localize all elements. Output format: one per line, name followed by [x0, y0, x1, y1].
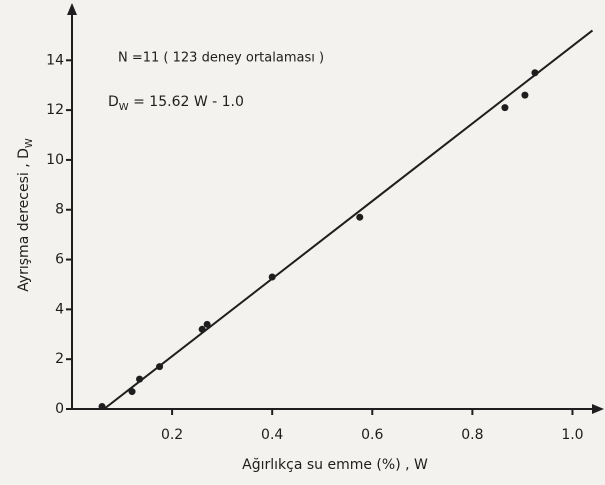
y-tick-label: 12	[46, 102, 64, 118]
point	[128, 388, 136, 396]
point	[136, 375, 144, 383]
point	[156, 363, 164, 371]
y-label-sub: W	[24, 138, 35, 148]
point	[98, 403, 106, 411]
y-axis-label: Ayrışma derecesi , DW	[16, 138, 35, 292]
eq-rhs: = 15.62 W - 1.0	[129, 94, 244, 110]
y-tick-label: 0	[55, 401, 64, 417]
y-tick-label: 4	[55, 301, 64, 317]
y-tick-label: 8	[55, 202, 64, 218]
equation: DW = 15.62 W - 1.0	[108, 94, 244, 113]
eq-sub: W	[119, 102, 129, 113]
y-tick-label: 14	[46, 52, 64, 68]
point	[531, 69, 539, 77]
eq-lhs: D	[108, 94, 119, 110]
x-axis-label: Ağırlıkça su emme (%) , W	[242, 457, 428, 473]
x-tick-label: 0.8	[461, 427, 483, 443]
point	[268, 273, 276, 281]
y-arrow	[67, 3, 77, 15]
x-tick-label: 1.0	[561, 427, 583, 443]
y-tick-label: 2	[55, 351, 64, 367]
x-tick-label: 0.2	[161, 427, 183, 443]
x-tick-label: 0.4	[261, 427, 283, 443]
y-label-main: Ayrışma derecesi , D	[16, 148, 32, 292]
annotation: N =11 ( 123 deney ortalaması )	[118, 51, 324, 66]
x-arrow	[592, 404, 604, 414]
y-tick-label: 10	[46, 152, 64, 168]
fit-line	[103, 29, 594, 410]
point	[521, 91, 529, 99]
x-tick-label: 0.6	[361, 427, 383, 443]
point	[203, 320, 211, 328]
point	[501, 104, 509, 112]
point	[198, 325, 206, 333]
y-tick-label: 6	[55, 252, 64, 268]
point	[356, 213, 364, 221]
